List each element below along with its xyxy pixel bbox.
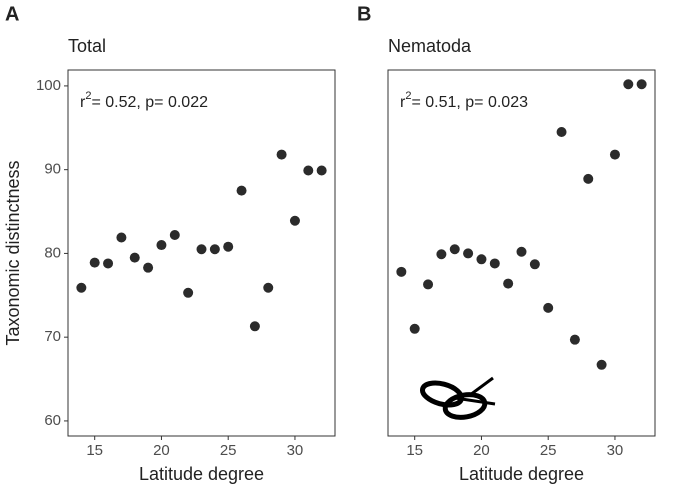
point [236,185,247,196]
point [569,334,580,345]
point [463,248,474,259]
point [436,249,447,260]
point [409,323,420,334]
point [596,359,607,370]
x-tick-label: 15 [86,442,103,459]
point [609,149,620,160]
x-tick-label: 15 [406,442,423,459]
point [183,287,194,298]
annotation-text: = 0.52, p= 0.022 [91,94,208,111]
point [116,232,127,243]
point [103,258,114,269]
point [503,278,514,289]
point [396,266,407,277]
point [423,279,434,290]
point [196,244,207,255]
point [143,262,154,273]
x-tick-label: 20 [153,442,170,459]
point [156,240,167,251]
y-tick-label: 90 [44,161,61,178]
annotation-base: r [400,94,406,111]
x-tick-label: 25 [540,442,557,459]
point [89,257,100,268]
x-tick-label: 25 [220,442,237,459]
y-axis-label: Taxonomic distinctness [3,160,23,345]
point [529,259,540,270]
point [209,244,220,255]
annotation-sup: 2 [405,90,411,102]
point [636,79,647,90]
point [289,215,300,226]
annotation-base: r [80,94,86,111]
x-tick-label: 20 [473,442,490,459]
point [476,254,487,265]
panel-title: Nematoda [388,36,472,56]
y-tick-label: 60 [44,412,61,429]
annotation-text: = 0.51, p= 0.023 [411,94,528,111]
annotation: r2= 0.52, p= 0.022 [80,90,208,111]
panel-label: B [357,3,371,25]
point [129,252,140,263]
point [223,241,234,252]
point [316,165,327,176]
annotation: r2= 0.51, p= 0.023 [400,90,528,111]
point [623,79,634,90]
x-axis-label: Latitude degree [139,464,264,484]
x-tick-label: 30 [287,442,304,459]
point [249,321,260,332]
point [169,229,180,240]
point [76,282,87,293]
y-tick-label: 100 [36,77,61,94]
point [516,246,527,257]
annotation-sup: 2 [85,90,91,102]
point [543,302,554,313]
x-axis-label: Latitude degree [459,464,584,484]
point [489,258,500,269]
point [276,149,287,160]
y-tick-label: 70 [44,328,61,345]
point [556,126,567,137]
plot-border [387,69,656,437]
point [449,244,460,255]
x-tick-label: 30 [607,442,624,459]
point [303,165,314,176]
y-tick-label: 80 [44,244,61,261]
panel-label: A [5,3,19,25]
point [583,173,594,184]
point [263,282,274,293]
worm-icon [420,376,496,420]
panel-title: Total [68,36,106,56]
